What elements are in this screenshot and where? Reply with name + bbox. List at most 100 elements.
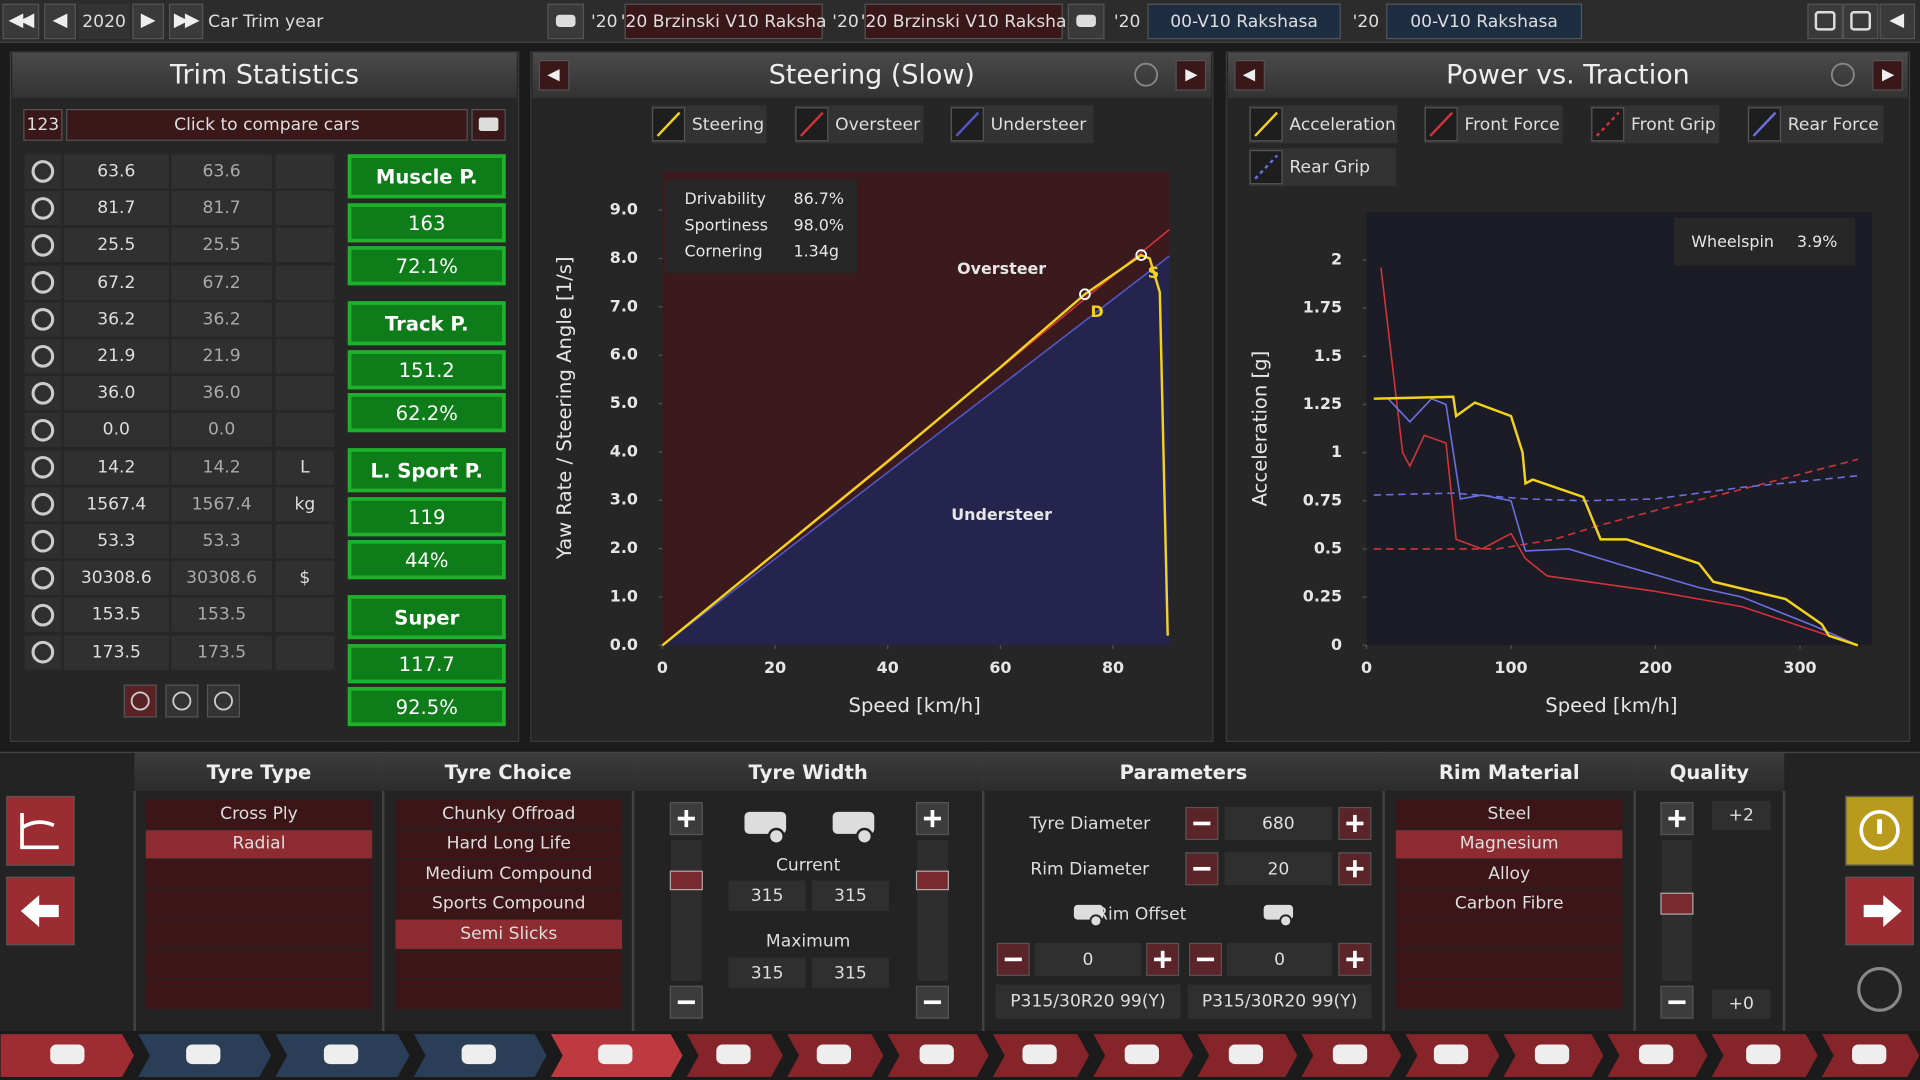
minus-button[interactable] [1185,806,1219,841]
plus-button[interactable] [1660,802,1694,836]
minus-button[interactable] [669,985,703,1019]
car-select-icon[interactable] [547,3,585,40]
width-value: 315 [811,880,889,912]
stat-current: 36.0 [63,376,169,411]
slider-handle[interactable] [1660,892,1694,915]
plus-button[interactable] [1338,942,1372,976]
nav-icon [598,1044,633,1065]
trim-tool-button[interactable] [206,684,241,718]
list-option[interactable]: Carbon Fibre [1395,889,1623,919]
stat-compare: 1567.4 [171,487,272,522]
toolbar-button[interactable] [1842,3,1879,40]
layout-button[interactable] [6,795,75,866]
stat-unit [275,265,335,300]
car-name[interactable]: '20 Brzinski V10 Raksha [861,3,1067,40]
parameter-value: 20 [1224,852,1333,886]
parameter-label: Rim Diameter [1030,858,1150,879]
legend-label: Steering [691,114,765,135]
plus-button[interactable] [1338,852,1372,886]
list-option[interactable]: Radial [145,829,373,859]
trim-tool-button[interactable] [123,684,157,718]
list-option[interactable]: Hard Long Life [395,829,623,859]
stat-compare: 36.0 [171,376,272,411]
chart-prev[interactable] [538,60,570,91]
list-option[interactable]: Steel [1395,799,1623,829]
toolbar-button[interactable] [1879,3,1916,40]
stat-unit [275,191,335,226]
year-nav-button[interactable] [2,3,40,40]
compare-icon-button[interactable] [471,108,506,141]
chart-prev[interactable] [1234,60,1265,91]
column [1784,791,1920,1032]
stat-compare: 0.0 [171,413,272,448]
year-nav-button[interactable] [168,3,204,40]
stat-current: 53.3 [63,524,169,559]
score-value: 163 [347,203,506,243]
nav-tab [785,1032,885,1079]
list-option[interactable]: Cross Ply [145,799,373,829]
legend-label: Acceleration [1289,114,1396,135]
car-name[interactable]: 00-V10 Rakshasa [1147,3,1341,40]
score-value: 151.2 [347,350,506,390]
list-empty-row [145,889,373,919]
car-select-icon[interactable] [1067,3,1105,40]
score-value: 117.7 [347,644,506,684]
slider-handle[interactable] [669,870,703,891]
list-option[interactable]: Magnesium [1395,829,1623,859]
nav-tab [1091,1032,1195,1079]
minus-button[interactable] [1188,942,1223,976]
trim-tool-button[interactable] [165,684,199,718]
list-empty-row [395,979,623,1009]
nav-tab [990,1032,1091,1079]
nav-tab [1605,1032,1709,1079]
stat-icon-cell [24,598,62,633]
list-option[interactable]: Semi Slicks [395,919,623,949]
chart-next[interactable] [1175,60,1207,91]
nav-icon [1433,1044,1469,1065]
stat-unit [275,524,335,559]
legend-label: Understeer [990,114,1087,135]
car-year: '20 [832,11,859,32]
car-name[interactable]: '20 Brzinski V10 Raksha [621,3,827,40]
plus-button[interactable] [1146,942,1180,976]
list-option[interactable]: Medium Compound [395,859,623,889]
score-percent: 92.5% [347,686,506,727]
slider-handle[interactable] [915,870,949,891]
stat-unit [275,598,335,633]
car-name[interactable]: 00-V10 Rakshasa [1386,3,1583,40]
minus-button[interactable] [915,985,949,1019]
next-button[interactable] [1845,876,1914,946]
chart-next[interactable] [1872,60,1903,91]
nav-icon [461,1044,496,1065]
year-nav-button[interactable] [44,3,76,40]
nav-tab [273,1032,411,1079]
year-value: 2020 [78,3,130,40]
stat-unit [275,376,335,411]
minus-button[interactable] [1660,985,1694,1019]
list-option[interactable]: Chunky Offroad [395,799,623,829]
back-button[interactable] [6,876,75,946]
minus-button[interactable] [996,942,1030,976]
legend-label: Oversteer [835,114,921,135]
list-option[interactable]: Sports Compound [395,889,623,919]
minus-button[interactable] [1185,852,1219,886]
warning-button[interactable] [1845,795,1914,866]
toolbar-button[interactable] [1807,3,1843,40]
plus-button[interactable] [915,802,949,836]
plus-button[interactable] [1338,806,1372,841]
plus-button[interactable] [669,802,703,836]
year-nav-button[interactable] [132,3,165,40]
parameter-label: Rim Offset [1096,904,1187,925]
compare-button[interactable]: Click to compare cars [66,108,468,141]
stat-compare: 21.9 [171,339,272,374]
width-value: 315 [728,880,806,912]
stat-icon-cell [24,228,62,263]
nav-icon [1228,1044,1264,1065]
nav-tab [885,1032,991,1079]
panel-title: Trim Statistics [12,52,517,98]
nav-tab [1299,1032,1403,1079]
compare-id: 123 [23,108,63,141]
list-option[interactable]: Alloy [1395,859,1623,889]
column [0,791,135,1032]
